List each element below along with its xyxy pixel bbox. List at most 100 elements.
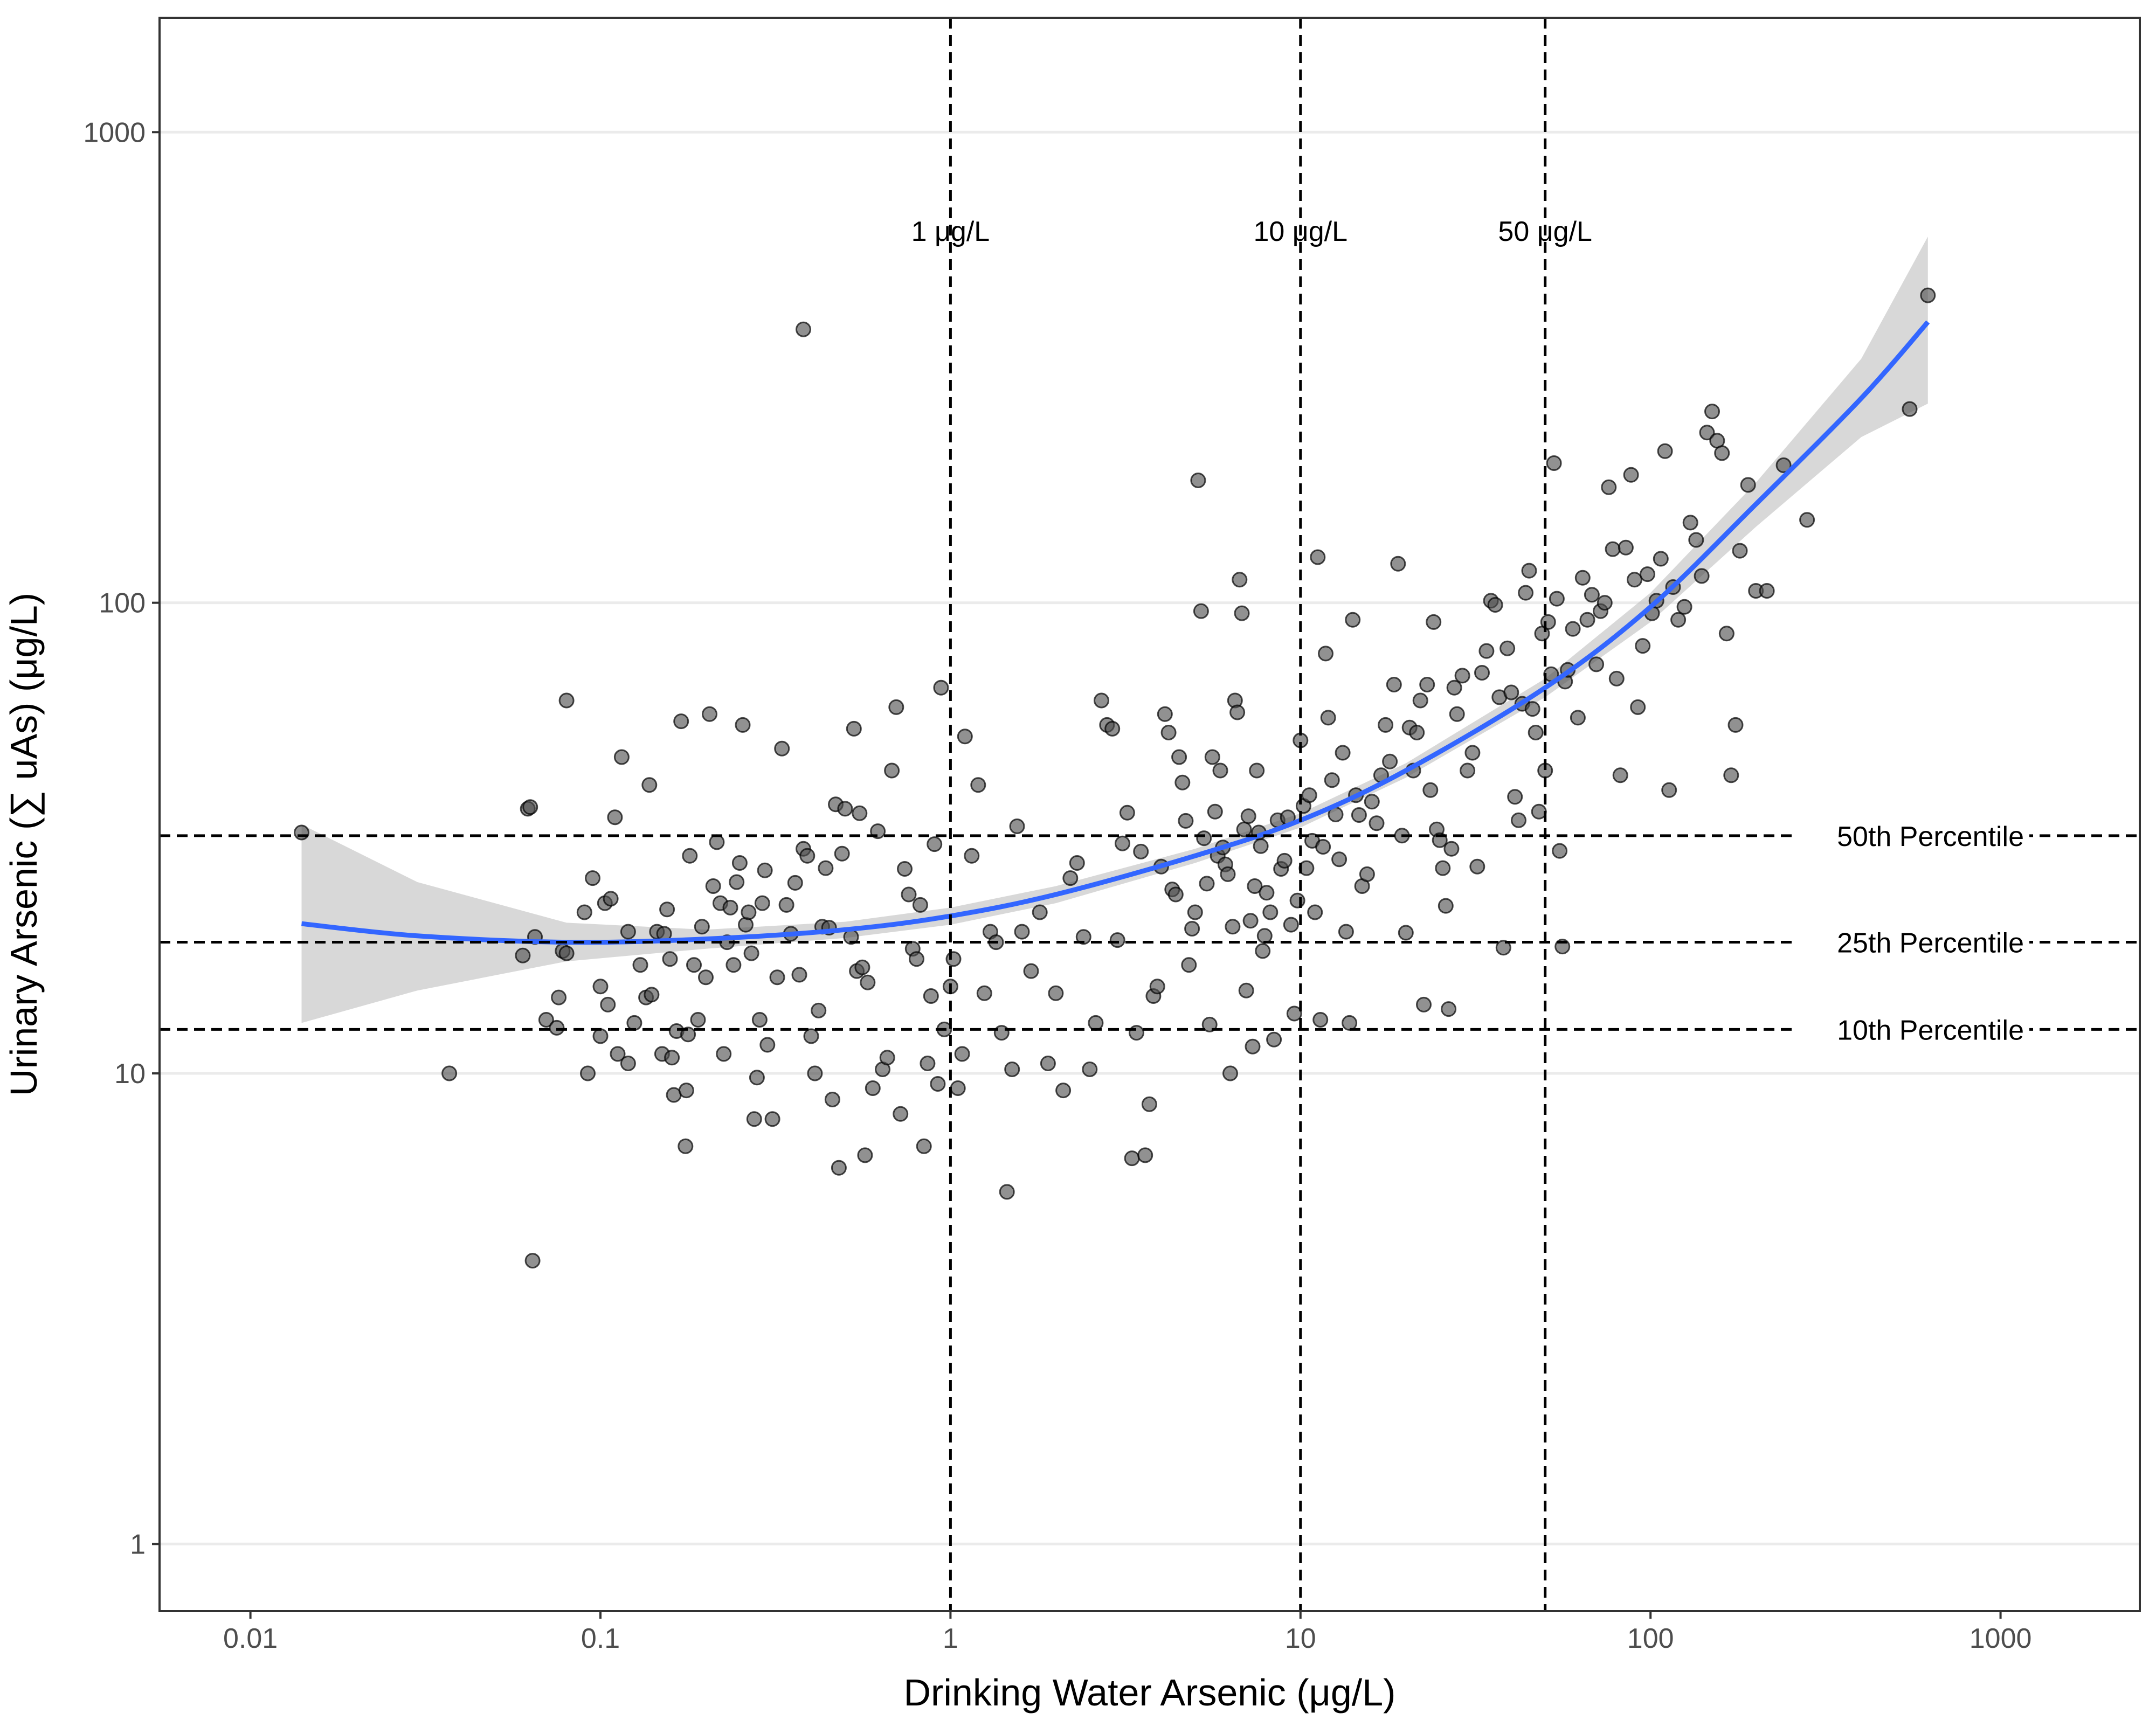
- data-point: [558, 945, 575, 961]
- data-point: [1390, 556, 1406, 572]
- data-point: [1369, 815, 1385, 831]
- data-point: [920, 1056, 936, 1071]
- data-point: [678, 1083, 694, 1099]
- data-point: [705, 878, 721, 894]
- data-point: [831, 1160, 847, 1176]
- fit-line: [301, 320, 1930, 945]
- data-point: [1055, 1083, 1072, 1099]
- data-point: [909, 951, 924, 967]
- data-point: [558, 692, 575, 709]
- data-point: [1088, 1015, 1104, 1031]
- data-point: [1364, 794, 1380, 810]
- data-point: [1657, 443, 1673, 459]
- data-point: [1449, 706, 1465, 722]
- data-point: [1023, 963, 1039, 979]
- data-point: [1129, 1025, 1144, 1041]
- data-point: [999, 1184, 1015, 1200]
- data-point: [774, 740, 790, 757]
- data-point: [1171, 749, 1187, 765]
- data-point: [1137, 1147, 1153, 1163]
- data-point: [1398, 925, 1414, 941]
- data-point: [865, 1080, 881, 1096]
- ref-label-bg: [1792, 1010, 2029, 1049]
- data-point: [1069, 855, 1085, 871]
- y-tick-label: 1: [130, 1529, 146, 1560]
- data-point: [787, 875, 803, 891]
- data-point: [1324, 772, 1340, 788]
- data-point: [1238, 982, 1254, 998]
- data-point: [1487, 597, 1503, 613]
- data-point: [1212, 762, 1228, 779]
- ref-label-vertical: 10 μg/L: [1254, 216, 1348, 247]
- data-point: [893, 1106, 909, 1122]
- data-point: [1920, 287, 1936, 303]
- confidence-band: [301, 237, 1928, 1023]
- data-point: [1732, 543, 1748, 559]
- data-point: [1351, 807, 1367, 823]
- data-point: [1382, 753, 1398, 769]
- data-point: [698, 969, 714, 986]
- data-point: [441, 1065, 458, 1081]
- data-point: [1552, 843, 1568, 859]
- data-point: [1075, 929, 1091, 945]
- data-point: [686, 957, 702, 973]
- data-point: [580, 1065, 596, 1081]
- data-point: [607, 809, 623, 826]
- data-point: [1682, 515, 1698, 531]
- data-point: [1524, 701, 1540, 717]
- data-point: [1435, 860, 1451, 876]
- data-point: [1688, 532, 1704, 548]
- data-point: [680, 1027, 696, 1043]
- data-point: [1032, 904, 1048, 920]
- data-point: [1094, 692, 1109, 709]
- data-point: [1204, 749, 1220, 765]
- data-point: [1178, 813, 1194, 829]
- data-point: [620, 1056, 636, 1071]
- data-point: [1546, 455, 1562, 471]
- data-point: [834, 845, 850, 862]
- data-point: [1565, 621, 1581, 637]
- data-point: [1222, 1065, 1238, 1081]
- y-tick-label: 100: [99, 588, 146, 619]
- data-point: [600, 996, 616, 1012]
- data-point: [1119, 804, 1135, 821]
- data-point: [1694, 568, 1710, 584]
- data-point: [1040, 1056, 1056, 1071]
- data-point: [1229, 704, 1246, 720]
- data-point: [722, 899, 738, 915]
- ref-label-bg: [1792, 816, 2029, 855]
- data-point: [1670, 612, 1687, 628]
- data-point: [950, 1080, 966, 1096]
- data-point: [799, 848, 816, 864]
- data-point: [759, 1037, 776, 1053]
- data-point: [1240, 808, 1256, 824]
- data-point: [1124, 1150, 1140, 1167]
- data-point: [1503, 684, 1519, 700]
- data-point: [1608, 670, 1625, 686]
- data-point: [626, 1015, 642, 1031]
- data-point: [613, 749, 630, 765]
- fit-layer: [301, 320, 1930, 945]
- data-point: [641, 777, 658, 793]
- data-point: [576, 904, 592, 920]
- data-point: [860, 974, 876, 990]
- data-point: [1149, 979, 1165, 995]
- data-point: [678, 1138, 694, 1154]
- data-point: [1570, 710, 1586, 726]
- data-point: [916, 1138, 932, 1154]
- data-point: [901, 886, 917, 903]
- data-point: [1597, 595, 1613, 611]
- data-point: [1220, 866, 1236, 882]
- data-point: [1342, 1015, 1358, 1031]
- data-point: [1386, 677, 1402, 692]
- data-point: [954, 1046, 970, 1062]
- data-point: [1104, 720, 1121, 737]
- data-point: [1623, 467, 1639, 483]
- data-point: [1454, 668, 1470, 684]
- data-point: [852, 805, 868, 821]
- data-point: [749, 1070, 765, 1086]
- data-point: [1174, 774, 1191, 790]
- data-point: [1014, 924, 1030, 940]
- data-point: [854, 959, 870, 975]
